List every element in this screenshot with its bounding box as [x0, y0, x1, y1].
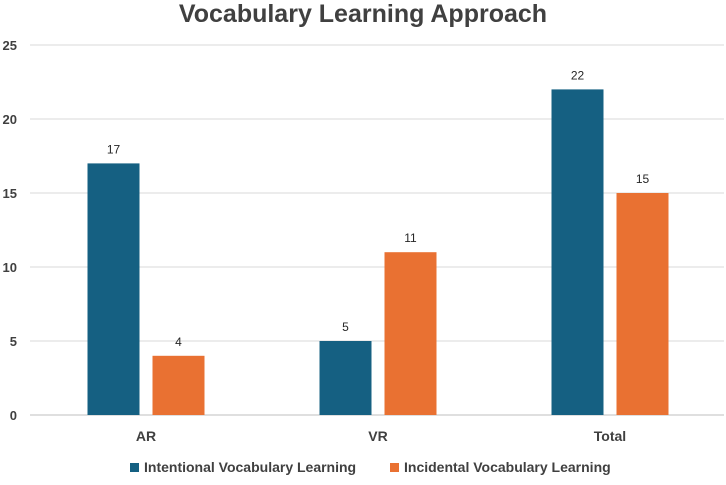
legend-swatch-intentional — [130, 463, 139, 472]
gridlines — [30, 44, 724, 416]
y-tick-label: 20 — [3, 112, 17, 127]
y-tick-label: 10 — [3, 260, 17, 275]
data-label: 15 — [636, 172, 650, 186]
data-label: 5 — [342, 320, 349, 334]
bar-total-series-1 — [616, 193, 669, 415]
y-axis-ticks: 0 5 10 15 20 25 — [3, 38, 17, 423]
x-axis-categories: AR VR Total — [136, 428, 626, 444]
data-label: 22 — [571, 68, 585, 82]
bar-ar-series-1 — [152, 355, 205, 415]
bar-ar-series-0 — [87, 163, 140, 415]
y-tick-label: 0 — [10, 408, 17, 423]
y-tick-label: 15 — [3, 186, 17, 201]
chart-title: Vocabulary Learning Approach — [179, 0, 547, 28]
data-labels: 17 4 5 11 22 15 — [107, 68, 650, 348]
legend-label-intentional: Intentional Vocabulary Learning — [144, 459, 356, 475]
data-label: 17 — [107, 142, 121, 156]
bar-vr-series-1 — [384, 252, 437, 415]
legend-label-incidental: Incidental Vocabulary Learning — [404, 459, 611, 475]
bar-vr-series-0 — [319, 341, 372, 415]
x-category-label: VR — [368, 428, 387, 444]
y-tick-label: 5 — [10, 334, 17, 349]
legend-swatch-incidental — [390, 463, 399, 472]
x-category-label: AR — [136, 428, 156, 444]
bars — [87, 89, 669, 416]
bar-total-series-0 — [551, 89, 604, 416]
y-tick-label: 25 — [3, 38, 17, 53]
data-label: 11 — [404, 231, 417, 245]
legend: Intentional Vocabulary Learning Incident… — [130, 459, 611, 475]
x-category-label: Total — [594, 428, 626, 444]
data-label: 4 — [175, 335, 182, 349]
